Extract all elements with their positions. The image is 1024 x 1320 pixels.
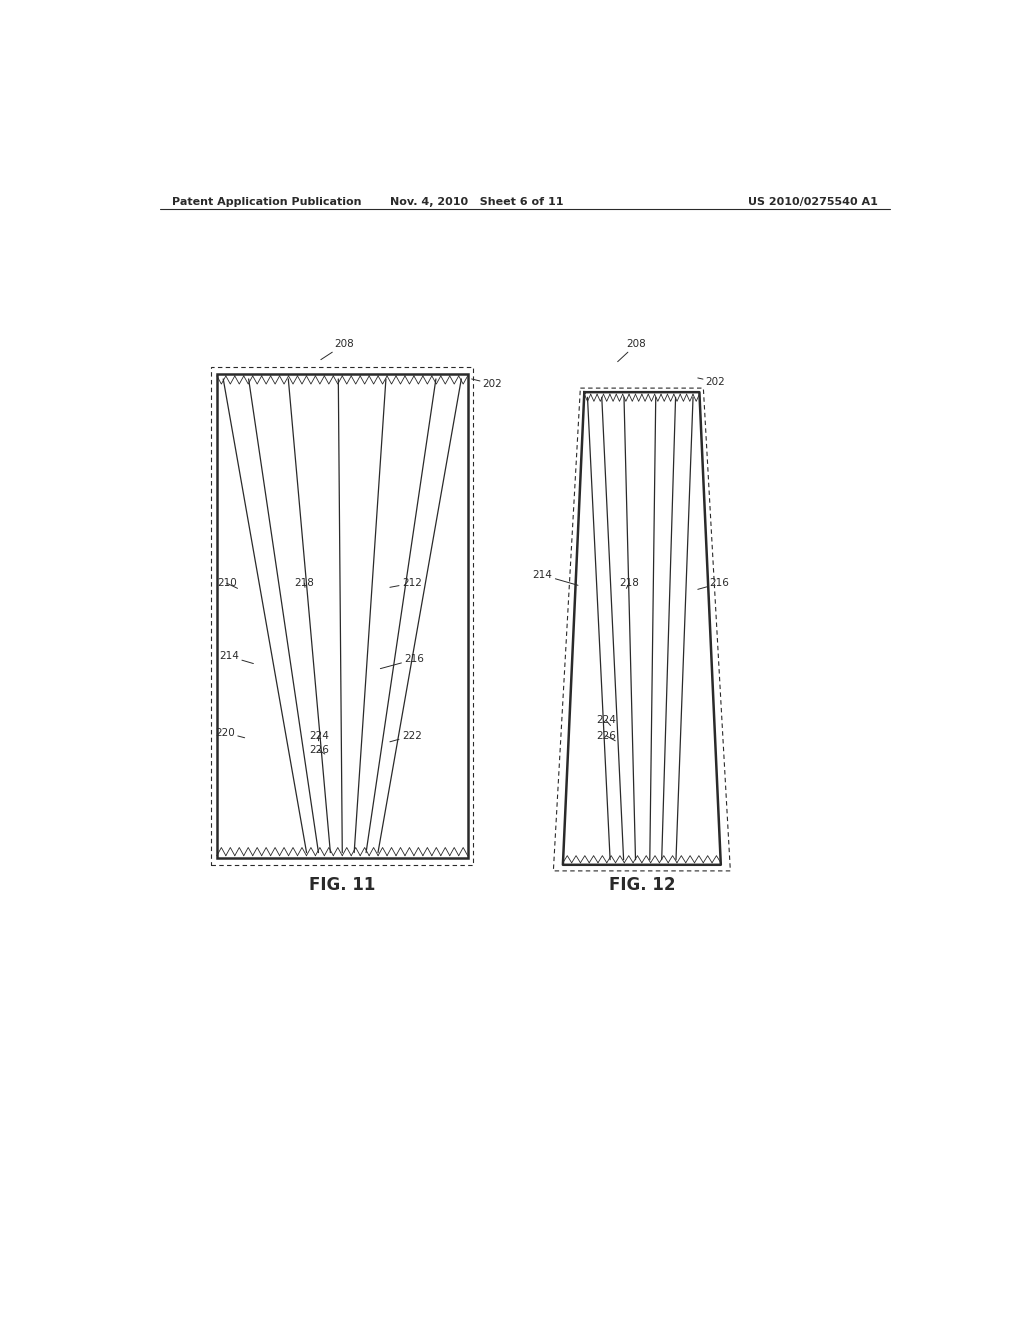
Text: 218: 218 [295,578,314,589]
Text: 226: 226 [596,731,616,741]
Text: FIG. 12: FIG. 12 [608,876,675,894]
Text: 210: 210 [217,578,238,589]
Text: 202: 202 [697,378,725,387]
Text: 226: 226 [309,744,329,755]
Text: FIG. 11: FIG. 11 [309,876,376,894]
Text: 208: 208 [617,339,646,362]
Text: 208: 208 [321,339,354,359]
Bar [211,367,473,865]
Text: 224: 224 [596,715,616,726]
Bar [217,374,468,858]
Text: Nov. 4, 2010   Sheet 6 of 11: Nov. 4, 2010 Sheet 6 of 11 [390,197,564,207]
Text: 202: 202 [472,379,503,389]
Text: Patent Application Publication: Patent Application Publication [172,197,361,207]
Text: US 2010/0275540 A1: US 2010/0275540 A1 [749,197,878,207]
Text: 216: 216 [380,655,424,669]
Text: 224: 224 [309,731,329,741]
Text: 214: 214 [219,652,253,664]
Text: 214: 214 [532,570,578,585]
Text: 220: 220 [215,727,245,738]
Text: 216: 216 [697,578,729,589]
Text: 212: 212 [390,578,422,589]
Text: 218: 218 [620,578,639,589]
Text: 222: 222 [390,731,422,742]
